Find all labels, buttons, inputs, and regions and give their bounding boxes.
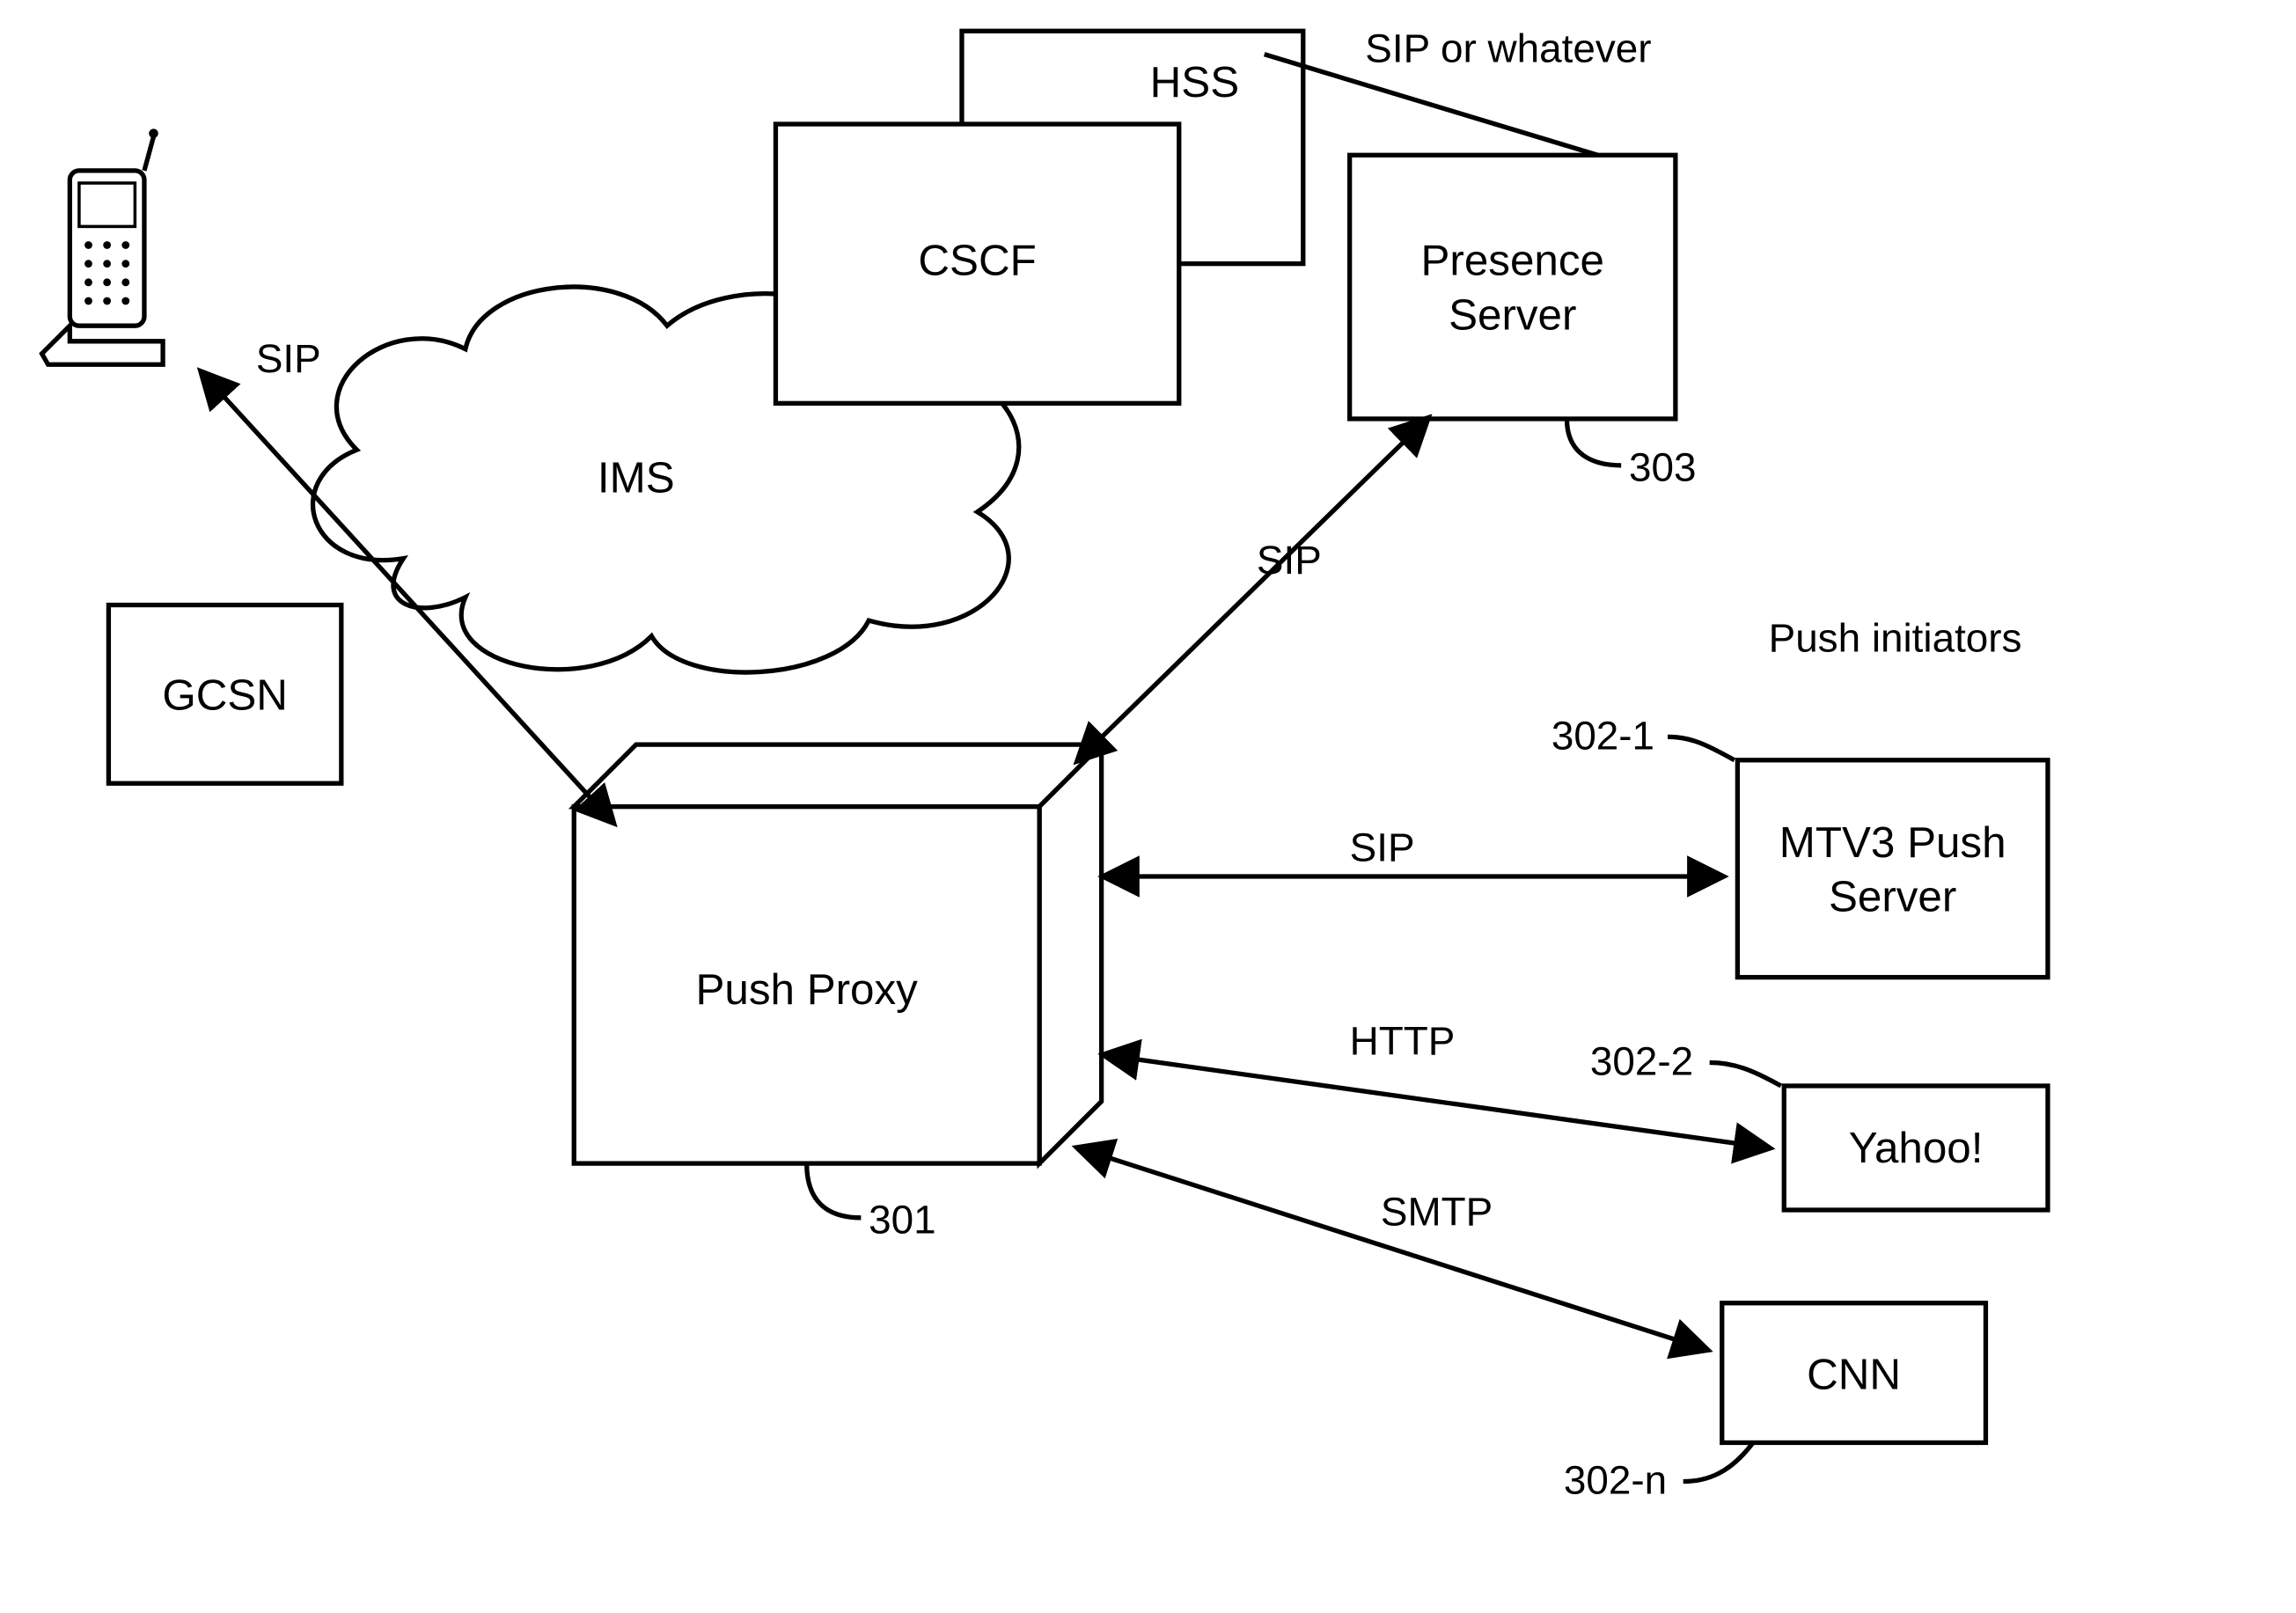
yahoo-label: Yahoo! [1849,1124,1984,1172]
mtv3-box: MTV3 Push Server 302-1 [1551,713,2048,977]
edge-proxy-mtv3-label: SIP [1350,825,1415,869]
cscf-label: CSCF [918,237,1036,285]
push-initiators-label: Push initiators [1769,615,2022,660]
push-proxy-ref: 301 [869,1197,935,1242]
mtv3-ref: 302-1 [1551,713,1654,758]
edge-presence-proxy: SIP [1078,419,1427,760]
ims-label: IMS [598,454,675,502]
yahoo-ref: 302-2 [1590,1039,1693,1084]
yahoo-box: Yahoo! 302-2 [1590,1039,2048,1210]
presence-server-box: Presence Server 303 [1350,155,1697,489]
hss-label: HSS [1150,58,1239,106]
mtv3-label-2: Server [1829,872,1956,920]
cnn-box: CNN 302-n [1564,1303,1985,1503]
gcsn-label: GCSN [162,671,288,719]
push-proxy-label: Push Proxy [696,965,919,1014]
presence-ref: 303 [1629,444,1696,489]
presence-label-1: Presence [1421,237,1604,285]
phone-icon [42,128,164,364]
gcsn-box: GCSN [108,605,341,784]
edge-hss-presence: SIP or whatever [1265,26,1652,156]
edge-proxy-yahoo-label: HTTP [1350,1019,1456,1064]
edge-proxy-cnn-label: SMTP [1381,1190,1493,1235]
cscf-box: CSCF [775,124,1178,403]
edge-phone-proxy-label: SIP [256,336,321,381]
presence-label-2: Server [1449,290,1576,339]
cnn-label: CNN [1807,1350,1901,1398]
cnn-ref: 302-n [1564,1458,1667,1503]
push-proxy-box: Push Proxy 301 [574,744,1101,1242]
edge-presence-proxy-label: SIP [1257,538,1322,583]
mtv3-label-1: MTV3 Push [1779,818,2006,867]
edge-proxy-cnn: SMTP [1078,1147,1706,1349]
edge-hss-presence-label: SIP or whatever [1365,26,1651,71]
edge-proxy-mtv3: SIP [1104,825,1722,876]
